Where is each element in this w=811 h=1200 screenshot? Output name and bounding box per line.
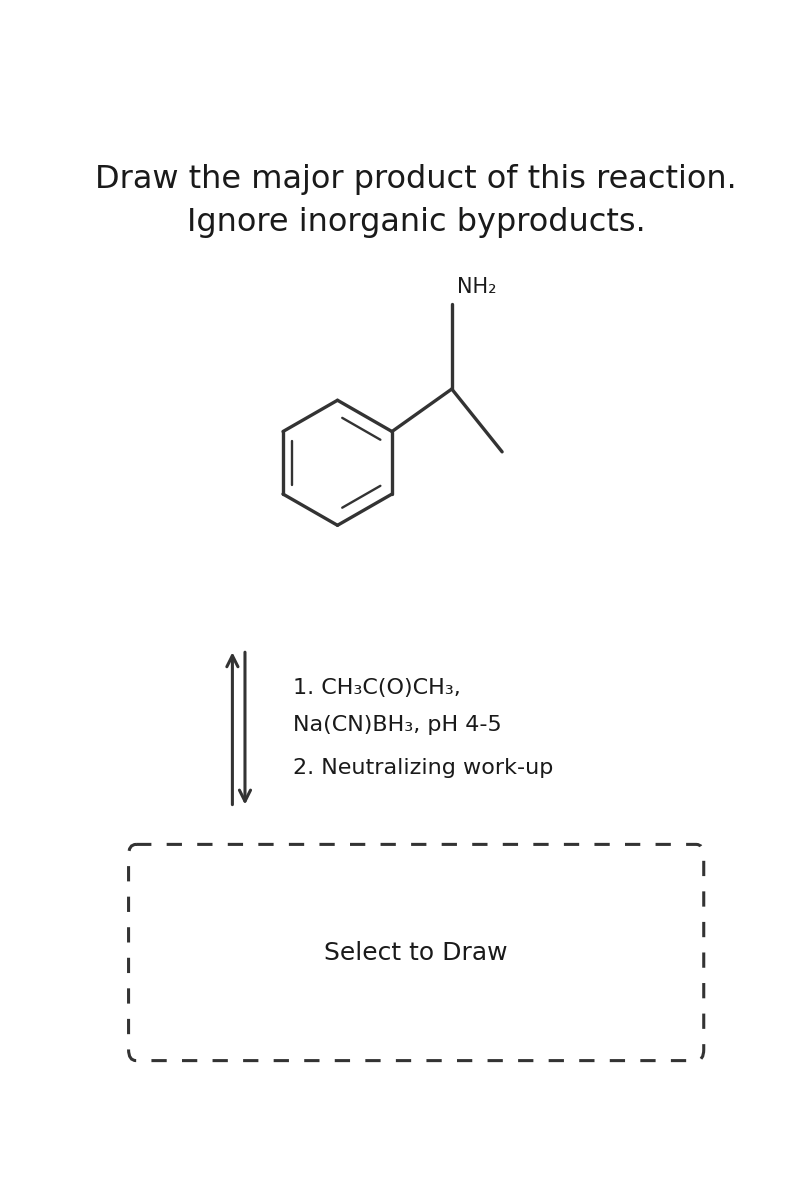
Text: Ignore inorganic byproducts.: Ignore inorganic byproducts. [187,206,645,238]
Text: Draw the major product of this reaction.: Draw the major product of this reaction. [95,164,736,196]
Text: NH₂: NH₂ [457,277,496,296]
Text: 1. CH₃C(O)CH₃,: 1. CH₃C(O)CH₃, [293,678,461,698]
Text: Na(CN)BH₃, pH 4-5: Na(CN)BH₃, pH 4-5 [293,715,501,736]
Text: Select to Draw: Select to Draw [324,941,508,965]
Text: 2. Neutralizing work-up: 2. Neutralizing work-up [293,758,553,779]
